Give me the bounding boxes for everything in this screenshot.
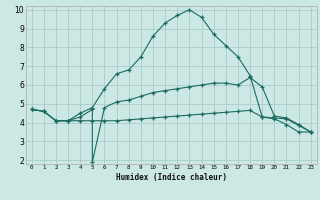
X-axis label: Humidex (Indice chaleur): Humidex (Indice chaleur) xyxy=(116,173,227,182)
